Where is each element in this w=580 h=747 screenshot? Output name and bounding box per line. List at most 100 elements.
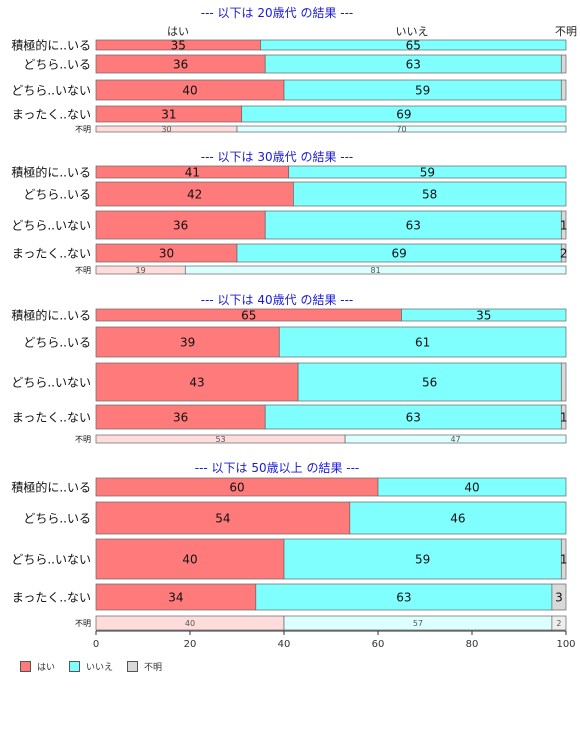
row-label: どちら..いない [11, 376, 91, 390]
data-label: 39 [180, 336, 195, 350]
data-label: 61 [415, 336, 430, 350]
header-label-unknown: 不明 [555, 25, 577, 38]
bar-no [344, 434, 567, 444]
row-label: まったく..ない [12, 108, 91, 122]
x-tick-label: 60 [372, 639, 385, 650]
bar-no [236, 125, 567, 133]
legend: はい いいえ 不明 [20, 660, 176, 673]
legend-swatch-yes [20, 661, 31, 672]
legend-label-no: いいえ [86, 663, 114, 673]
row-label: まったく..ない [12, 591, 91, 605]
bar-no [349, 501, 567, 535]
legend-item-no: いいえ [69, 660, 113, 673]
data-label: 34 [168, 591, 183, 605]
data-label: 1 [560, 219, 568, 233]
x-tick-label: 20 [184, 639, 197, 650]
data-label: 70 [396, 125, 406, 134]
bar-unknown [560, 404, 567, 430]
bar-no [297, 362, 562, 402]
bar-unknown [551, 615, 567, 631]
header-label-no: いいえ [396, 25, 429, 38]
data-label: 3 [555, 591, 563, 605]
data-label: 41 [185, 166, 200, 180]
data-label: 57 [413, 619, 423, 628]
data-label: 2 [560, 247, 568, 261]
data-label: 54 [215, 512, 230, 526]
bar-no [283, 538, 562, 580]
data-label: 69 [392, 247, 407, 261]
bar-unknown [551, 583, 567, 611]
x-tick-label: 100 [556, 639, 575, 650]
legend-label-yes: はい [37, 663, 56, 673]
data-label: 56 [422, 376, 437, 390]
row-label: 不明 [75, 435, 91, 444]
bar-unknown [560, 79, 567, 101]
row-label: どちら..いない [11, 553, 91, 567]
x-tick-label: 40 [278, 639, 291, 650]
row-label: 積極的に..いる [11, 165, 91, 180]
data-label: 2 [556, 619, 561, 628]
data-label: 42 [187, 188, 202, 202]
data-label: 46 [450, 512, 465, 526]
data-label: 35 [476, 309, 491, 323]
data-label: 40 [464, 481, 479, 495]
data-label: 47 [450, 435, 460, 444]
data-label: 53 [215, 435, 225, 444]
bar-yes [95, 583, 257, 611]
data-label: 63 [406, 58, 421, 72]
bar-no [293, 181, 567, 207]
data-label: 59 [420, 166, 435, 180]
x-tick-label: 0 [93, 639, 99, 650]
row-label: どちら..いる [23, 336, 91, 350]
bar-unknown [560, 362, 567, 402]
data-label: 58 [422, 188, 437, 202]
legend-item-yes: はい [20, 660, 55, 673]
row-label: どちら..いない [11, 84, 91, 98]
legend-label-unknown: 不明 [144, 663, 163, 673]
bar-unknown [560, 54, 567, 74]
data-label: 59 [415, 84, 430, 98]
data-label: 65 [406, 39, 421, 53]
bar-no [184, 265, 567, 275]
bar-no [260, 39, 567, 51]
data-label: 69 [396, 108, 411, 122]
data-label: 19 [136, 266, 146, 275]
bar-no [288, 165, 567, 179]
row-label: どちら..いる [23, 512, 91, 526]
data-label: 40 [185, 619, 195, 628]
bar-no [401, 308, 567, 322]
legend-swatch-no [69, 661, 81, 672]
row-label: まったく..ない [12, 411, 91, 425]
panel-title: --- 以下は 40歳代 の結果 --- [201, 293, 354, 307]
data-label: 36 [173, 411, 188, 425]
data-label: 1 [560, 553, 568, 567]
panel-title: --- 以下は 30歳代 の結果 --- [201, 150, 354, 164]
data-label: 30 [159, 247, 174, 261]
bar-no [278, 326, 567, 358]
data-label: 60 [229, 481, 244, 495]
bar-no [241, 105, 567, 123]
bar-yes [95, 501, 351, 535]
row-label: 不明 [75, 619, 91, 628]
bar-no [377, 477, 567, 497]
data-label: 36 [173, 58, 188, 72]
bar-unknown [560, 538, 567, 580]
row-label: どちら..いる [23, 58, 91, 72]
legend-swatch-unknown [127, 661, 139, 672]
row-label: 積極的に..いる [11, 38, 91, 53]
row-label: どちら..いる [23, 188, 91, 202]
panel-title: --- 以下は 50歳以上 の結果 --- [195, 461, 360, 475]
bar-unknown [560, 243, 567, 263]
data-label: 35 [171, 39, 186, 53]
row-label: 不明 [75, 125, 91, 134]
data-label: 36 [173, 219, 188, 233]
panel-title: --- 以下は 20歳代 の結果 --- [201, 6, 354, 20]
bar-no [255, 583, 553, 611]
row-label: 積極的に..いる [11, 308, 91, 323]
x-tick-label: 80 [466, 639, 479, 650]
data-label: 81 [371, 266, 381, 275]
data-label: 59 [415, 553, 430, 567]
bar-yes [95, 538, 285, 580]
data-label: 40 [182, 553, 197, 567]
